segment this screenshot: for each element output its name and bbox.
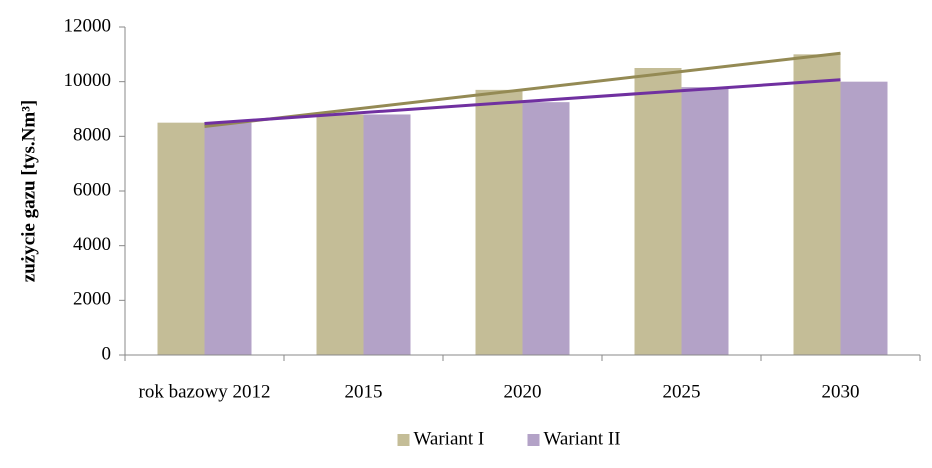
legend-swatch [397, 434, 410, 446]
legend-swatch [527, 434, 540, 446]
trend-line [204, 78, 841, 125]
y-tick-label: 6000 [73, 179, 111, 200]
y-tick-label: 4000 [73, 234, 111, 255]
bar [475, 89, 523, 355]
x-tick-label: 2015 [345, 381, 383, 402]
x-tick-label: 2020 [504, 381, 542, 402]
y-tick-label: 2000 [73, 289, 111, 310]
bar [363, 114, 411, 355]
legend-label: Wariant I [414, 428, 485, 449]
x-tick-label: 2030 [822, 381, 860, 402]
y-axis-label: zużycie gazu [tys.Nm³] [18, 100, 39, 282]
x-tick-label: 2025 [663, 381, 701, 402]
y-tick-label: 10000 [64, 70, 112, 91]
bar [316, 114, 364, 355]
bar [522, 102, 570, 356]
y-tick-label: 0 [102, 343, 112, 364]
bar [793, 54, 841, 355]
legend-label: Wariant II [544, 428, 621, 449]
x-tick-label: rok bazowy 2012 [139, 381, 271, 402]
bar [681, 87, 729, 355]
y-tick-label: 12000 [64, 15, 112, 36]
trend-line [204, 51, 841, 128]
bar [157, 122, 205, 356]
bar [840, 81, 888, 356]
bar [634, 68, 682, 355]
bar [204, 122, 252, 356]
y-tick-label: 8000 [73, 125, 111, 146]
